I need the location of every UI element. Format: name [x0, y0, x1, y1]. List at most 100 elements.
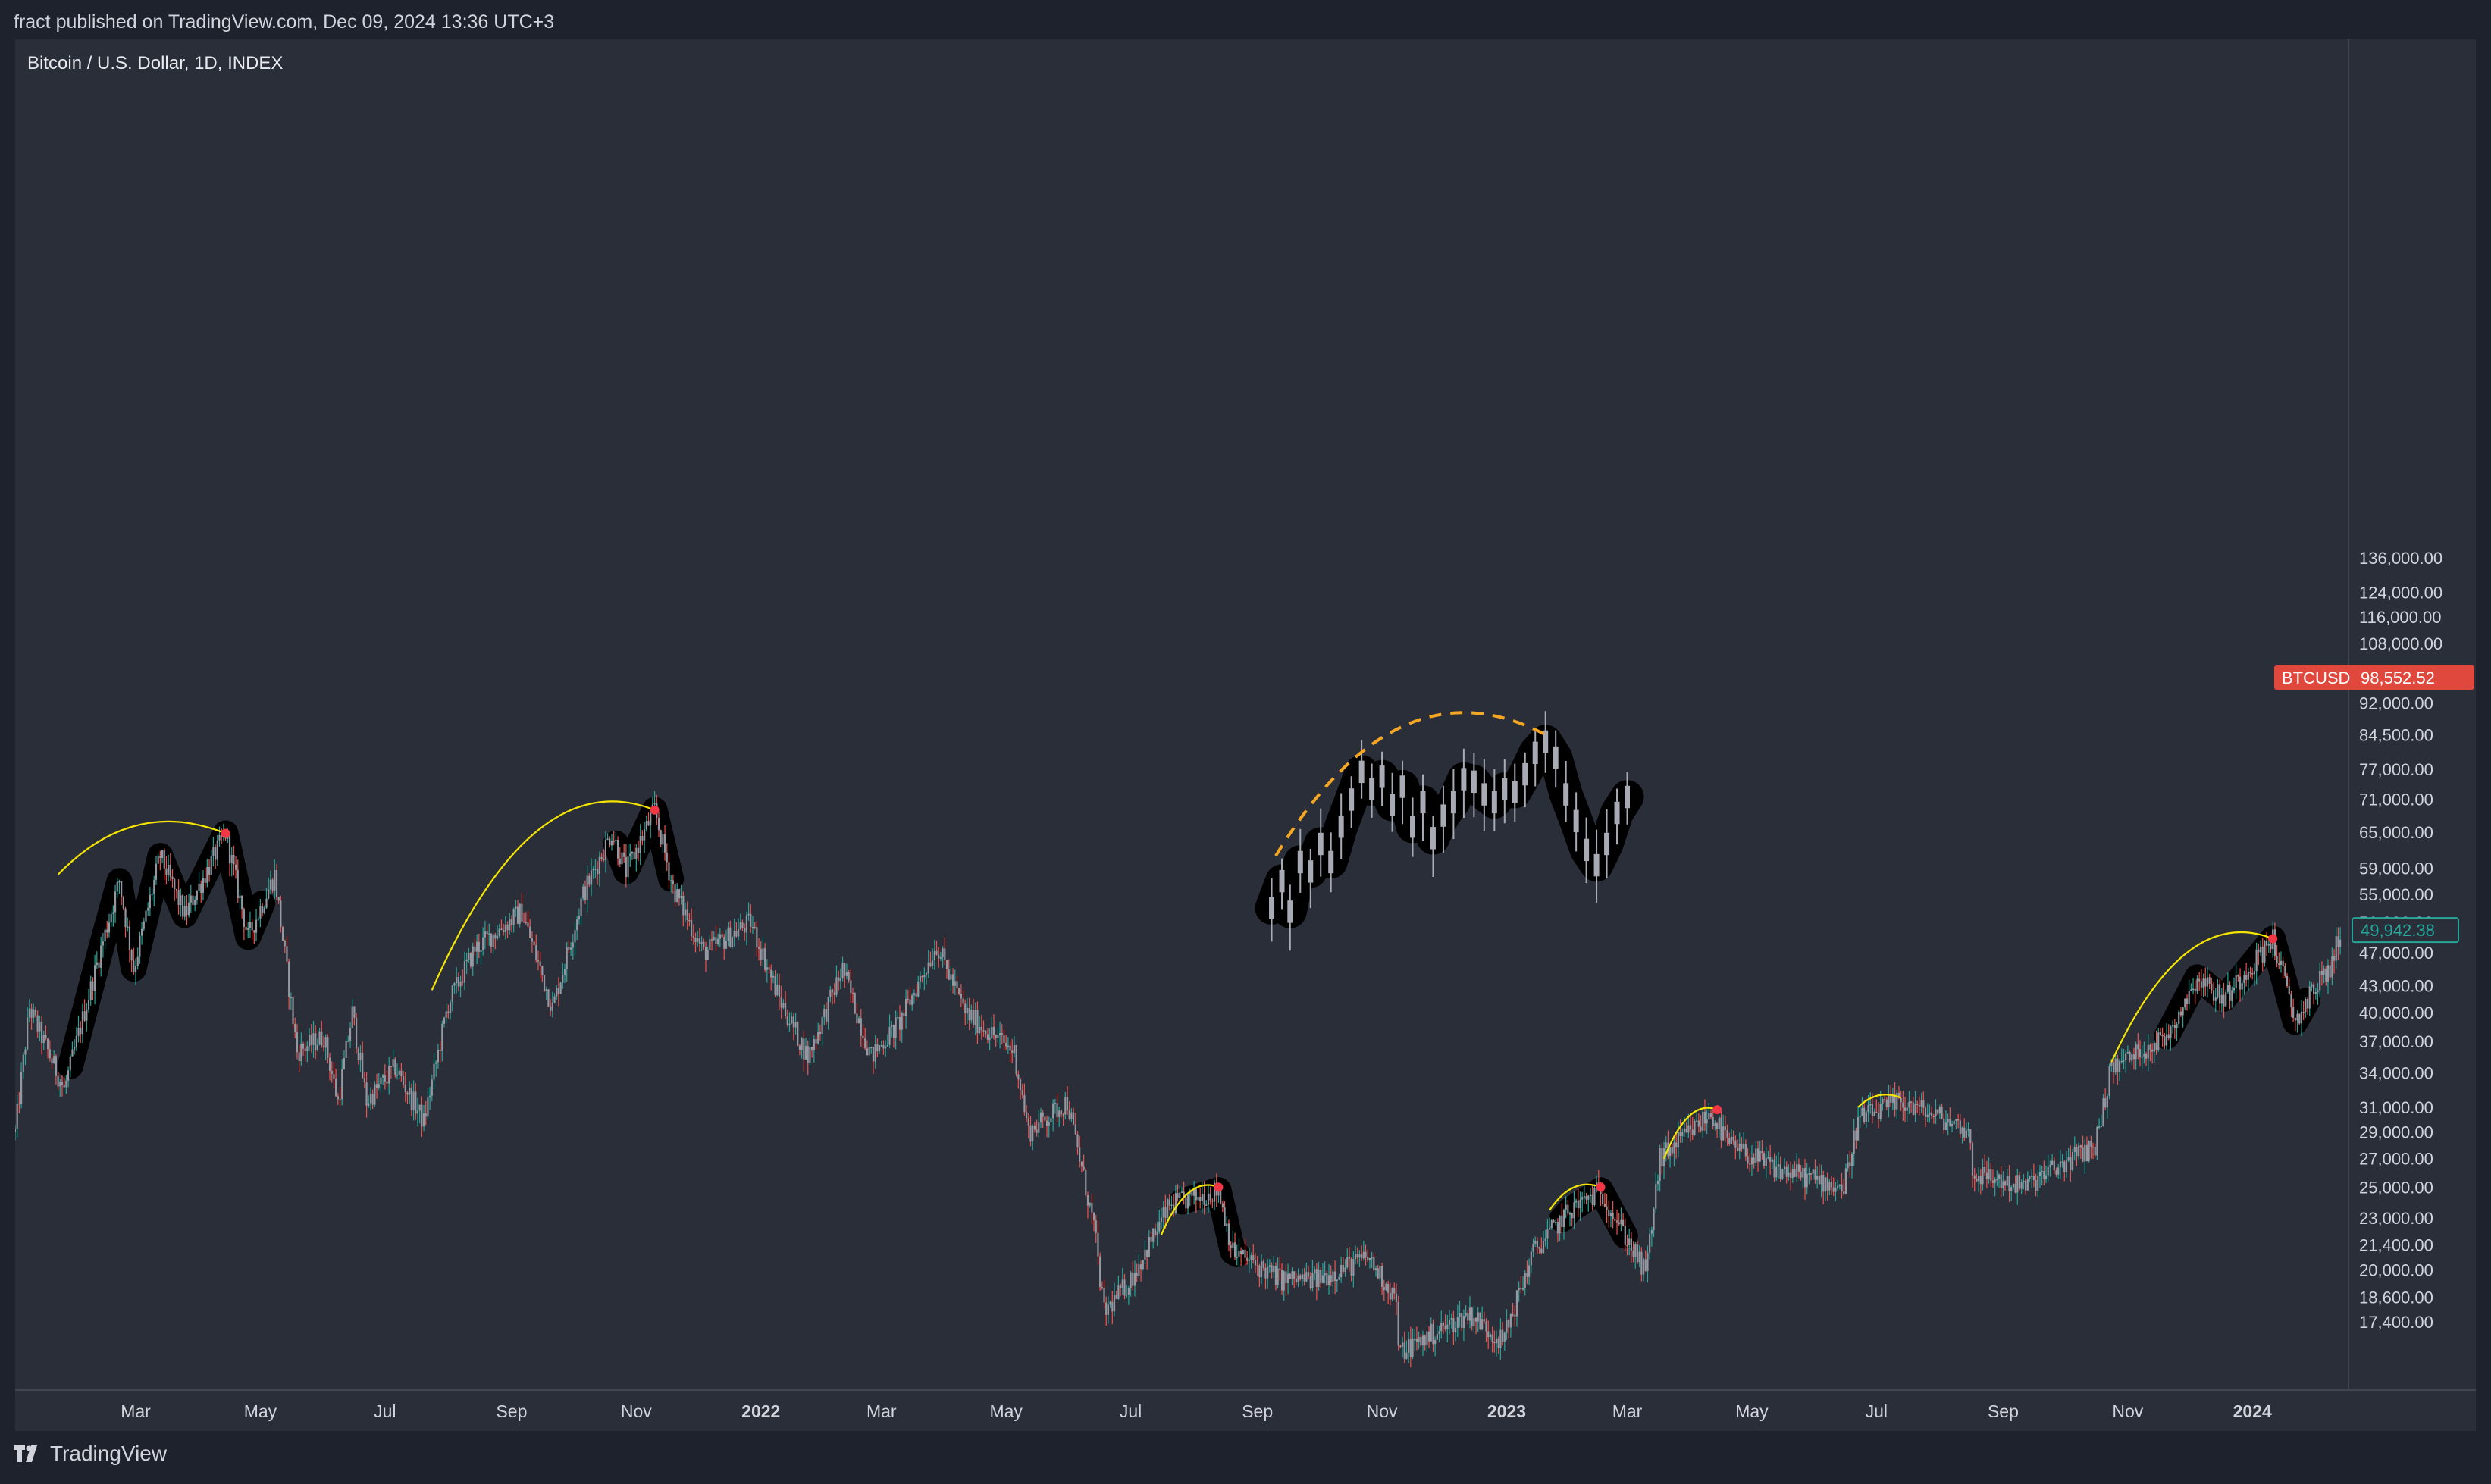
candle: [400, 1063, 403, 1082]
candle: [410, 1083, 412, 1116]
candle: [1307, 1266, 1310, 1280]
candle: [2104, 1088, 2107, 1110]
peak-marker: [221, 828, 230, 838]
candle: [2204, 967, 2207, 997]
candle: [1687, 1113, 1690, 1138]
chart-canvas[interactable]: 136,000.00 124,000.00 116,000.00 108,000.00…: [15, 39, 2476, 1431]
candle: [136, 947, 139, 970]
candle: [2211, 978, 2213, 994]
candle: [1571, 1212, 1573, 1226]
candle: [1332, 1268, 1334, 1294]
candle: [55, 1054, 58, 1085]
fractal-highlights: [57, 797, 2320, 1267]
candle: [2202, 973, 2204, 997]
candle: [1297, 1268, 1299, 1288]
candle: [776, 973, 779, 997]
candle: [960, 984, 962, 1007]
candle: [616, 836, 619, 866]
candle: [371, 1089, 374, 1110]
candle: [1726, 1124, 1728, 1146]
candle: [1818, 1163, 1820, 1185]
candle: [1056, 1093, 1058, 1123]
candle: [1309, 1272, 1311, 1291]
candle: [1744, 1139, 1747, 1161]
candle: [1050, 1116, 1052, 1122]
candle: [1340, 1257, 1343, 1283]
candle: [359, 1045, 362, 1072]
candle: [1127, 1285, 1130, 1305]
candle: [335, 1069, 337, 1097]
candle: [1058, 1106, 1061, 1127]
candle: [1379, 1264, 1381, 1281]
candle: [2085, 1136, 2088, 1162]
candle: [1405, 1340, 1408, 1360]
candle: [2282, 956, 2284, 979]
candle: [108, 913, 111, 938]
candle: [2112, 1059, 2115, 1084]
candle: [1920, 1092, 1922, 1113]
candle: [1662, 1141, 1665, 1179]
projection-candle: [1614, 788, 1620, 845]
candle: [378, 1072, 380, 1090]
candle: [1483, 1311, 1485, 1324]
candle: [271, 878, 274, 894]
candle: [1199, 1188, 1202, 1209]
projection-candle: [1297, 828, 1303, 893]
tradingview-logo[interactable]: TradingView: [14, 1442, 167, 1466]
candle: [375, 1073, 378, 1099]
candle: [141, 922, 143, 945]
candle: [1708, 1102, 1710, 1120]
candle: [59, 1079, 61, 1097]
candle: [784, 991, 787, 1019]
candle: [2012, 1183, 2015, 1190]
candle: [2125, 1050, 2127, 1073]
candle: [882, 1040, 885, 1055]
candle: [15, 1124, 17, 1141]
candle: [28, 999, 30, 1022]
chart-area[interactable]: 136,000.00 124,000.00 116,000.00 108,000.00…: [15, 39, 2476, 1431]
candle: [281, 925, 284, 941]
candle: [778, 973, 781, 1010]
candle: [1403, 1331, 1405, 1363]
symbol-title[interactable]: Bitcoin / U.S. Dollar, 1D, INDEX: [27, 53, 284, 74]
candle: [1965, 1122, 1968, 1138]
candle: [1448, 1310, 1451, 1335]
candle: [1849, 1150, 1851, 1178]
candle: [1891, 1088, 1894, 1111]
candle: [2153, 1040, 2155, 1063]
candle: [81, 1003, 84, 1044]
candle: [1779, 1156, 1781, 1182]
price-axis-tick: 18,600.00: [2359, 1288, 2433, 1307]
candle: [437, 1044, 440, 1069]
candle: [1608, 1200, 1610, 1228]
candle: [16, 1094, 18, 1138]
candle: [825, 1002, 828, 1025]
candle: [674, 881, 676, 907]
candle: [850, 969, 852, 1003]
candle: [2047, 1154, 2049, 1182]
candle: [1700, 1115, 1702, 1133]
candle: [1389, 1282, 1391, 1306]
candle: [143, 917, 145, 931]
candle: [1186, 1194, 1189, 1215]
candle: [719, 928, 721, 947]
candle: [1258, 1263, 1261, 1287]
candle: [1947, 1113, 1949, 1135]
candle: [1146, 1249, 1148, 1270]
candle: [794, 1012, 797, 1035]
candle: [886, 1034, 888, 1047]
candle: [1622, 1213, 1625, 1227]
candle: [1365, 1244, 1367, 1266]
candle: [1367, 1249, 1369, 1262]
candle: [1932, 1113, 1935, 1124]
candle: [2138, 1040, 2142, 1066]
candle: [2102, 1094, 2104, 1127]
candle: [1961, 1126, 1963, 1144]
candle: [1930, 1106, 1933, 1119]
arc-line-2: [1160, 1184, 1219, 1235]
time-axis-tick: 2023: [1487, 1401, 1526, 1421]
candle: [269, 871, 271, 895]
candle: [2114, 1054, 2117, 1075]
candle: [49, 1040, 51, 1062]
candle: [1587, 1194, 1590, 1212]
